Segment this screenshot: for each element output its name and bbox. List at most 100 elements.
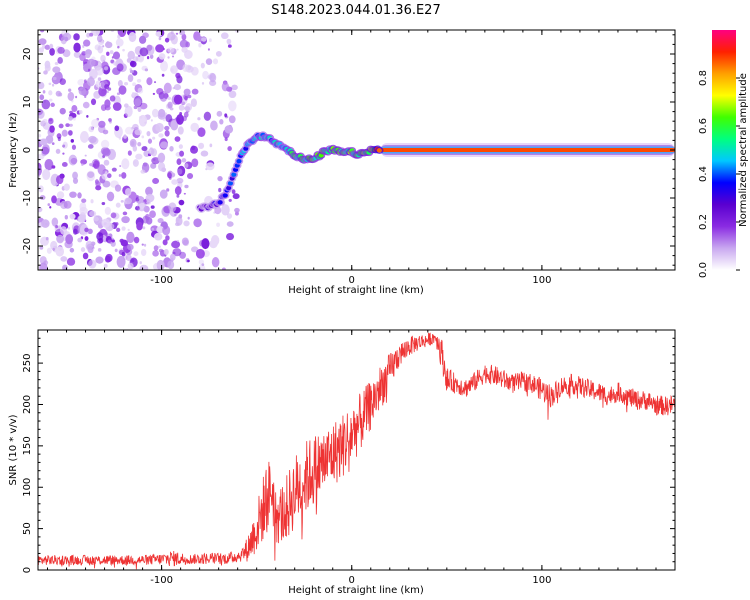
heatmap-noise-blob bbox=[81, 198, 87, 203]
heatmap-noise-blob bbox=[38, 206, 43, 213]
heatmap-noise-blob bbox=[95, 256, 104, 264]
heatmap-noise-blob bbox=[190, 98, 197, 107]
heatmap-noise-blob bbox=[87, 144, 94, 149]
heatmap-noise-blob bbox=[182, 64, 189, 72]
heatmap-noise-blob bbox=[68, 116, 73, 121]
heatmap-noise-blob bbox=[142, 226, 146, 230]
heatmap-noise-blob bbox=[190, 145, 199, 154]
heatmap-noise-blob bbox=[97, 164, 106, 175]
heatmap-noise-blob bbox=[69, 123, 73, 127]
heatmap-noise-blob bbox=[144, 68, 149, 72]
heatmap-noise-blob bbox=[41, 219, 50, 228]
heatmap-noise-blob bbox=[103, 263, 108, 268]
heatmap-noise-blob bbox=[184, 184, 189, 189]
heatmap-noise-blob bbox=[171, 179, 178, 185]
heatmap-noise-blob bbox=[70, 157, 78, 165]
heatmap-noise-blob bbox=[135, 153, 143, 160]
heatmap-noise-blob bbox=[141, 146, 148, 152]
heatmap-noise-blob bbox=[89, 32, 94, 37]
heatmap-noise-blob bbox=[118, 136, 122, 140]
heatmap-noise-blob bbox=[55, 246, 65, 257]
colorbar-tick-label: 0.8 bbox=[698, 70, 709, 86]
heatmap-noise-blob bbox=[151, 157, 160, 165]
heatmap-ridge-band bbox=[380, 148, 675, 152]
colorbar-tick-label: 0.6 bbox=[698, 118, 709, 134]
heatmap-noise-blob bbox=[200, 150, 209, 157]
heatmap-noise-blob bbox=[191, 246, 199, 253]
heatmap-noise-blob bbox=[57, 136, 61, 142]
heatmap-noise-blob bbox=[132, 123, 139, 131]
heatmap-noise-blob bbox=[152, 250, 159, 257]
heatmap-noise-blob bbox=[226, 232, 235, 241]
heatmap-noise-blob bbox=[72, 171, 78, 180]
heatmap-noise-blob bbox=[73, 51, 81, 58]
heatmap-noise-blob bbox=[172, 87, 175, 90]
heatmap-noise-blob bbox=[190, 122, 200, 133]
heatmap-noise-blob bbox=[174, 186, 182, 196]
heatmap-noise-blob bbox=[183, 192, 186, 195]
heatmap-noise-blob bbox=[73, 33, 80, 41]
heatmap-noise-blob bbox=[69, 110, 73, 114]
heatmap-noise-blob bbox=[156, 226, 165, 234]
heatmap-noise-blob bbox=[145, 193, 155, 203]
heatmap-noise-blob bbox=[197, 117, 201, 121]
heatmap-noise-blob bbox=[207, 48, 210, 51]
heatmap-noise-blob bbox=[69, 247, 75, 253]
heatmap-noise-blob bbox=[73, 42, 81, 53]
heatmap-noise-blob bbox=[152, 136, 156, 140]
x-tick-label: -100 bbox=[150, 275, 173, 286]
heatmap-noise-blob bbox=[41, 99, 51, 110]
heatmap-noise-blob bbox=[185, 41, 190, 48]
x-tick-label: 100 bbox=[532, 575, 551, 586]
heatmap-noise-blob bbox=[158, 133, 164, 138]
heatmap-noise-blob bbox=[131, 141, 135, 146]
heatmap-noise-blob bbox=[47, 203, 51, 207]
heatmap-noise-blob bbox=[167, 260, 175, 270]
heatmap-noise-blob bbox=[101, 202, 106, 206]
heatmap-noise-blob bbox=[79, 206, 88, 215]
heatmap-noise-blob bbox=[158, 245, 161, 249]
heatmap-noise-blob bbox=[209, 73, 217, 83]
heatmap-noise-blob bbox=[155, 44, 165, 53]
heatmap-noise-blob bbox=[109, 95, 116, 102]
heatmap-noise-blob bbox=[156, 259, 165, 270]
heatmap-noise-blob bbox=[198, 43, 202, 48]
heatmap-noise-blob bbox=[104, 84, 110, 90]
heatmap-noise-blob bbox=[60, 226, 68, 235]
heatmap-noise-blob bbox=[97, 45, 104, 54]
colorbar-tick-label: 0.0 bbox=[698, 262, 709, 278]
heatmap-noise-blob bbox=[44, 60, 51, 69]
heatmap-noise-blob bbox=[98, 120, 106, 128]
heatmap-noise-blob bbox=[174, 222, 180, 227]
heatmap-noise-blob bbox=[132, 82, 137, 87]
heatmap-noise-blob bbox=[115, 202, 121, 208]
heatmap-noise-blob bbox=[117, 80, 123, 87]
heatmap-noise-blob bbox=[118, 173, 122, 177]
heatmap-noise-blob bbox=[48, 98, 53, 102]
heatmap-noise-blob bbox=[122, 211, 128, 216]
heatmap-noise-blob bbox=[113, 61, 117, 66]
heatmap-noise-blob bbox=[176, 114, 184, 125]
heatmap-noise-blob bbox=[112, 51, 121, 60]
heatmap-noise-blob bbox=[178, 144, 183, 149]
heatmap-noise-blob bbox=[157, 152, 166, 163]
heatmap-noise-blob bbox=[162, 239, 168, 246]
heatmap-noise-blob bbox=[209, 239, 218, 249]
heatmap-noise-blob bbox=[195, 248, 205, 259]
heatmap-noise-blob bbox=[177, 168, 183, 175]
heatmap-noise-blob bbox=[48, 117, 54, 125]
heatmap-noise-blob bbox=[221, 82, 229, 92]
heatmap-noise-blob bbox=[71, 144, 77, 150]
heatmap-noise-blob bbox=[85, 240, 93, 251]
heatmap-noise-blob bbox=[149, 210, 156, 218]
heatmap-noise-blob bbox=[82, 45, 85, 48]
heatmap-noise-blob bbox=[109, 50, 114, 55]
heatmap-noise-blob bbox=[150, 162, 157, 169]
heatmap-noise-blob bbox=[126, 231, 135, 243]
heatmap-ridge-point bbox=[227, 181, 234, 186]
heatmap-noise-blob bbox=[226, 38, 232, 45]
heatmap-noise-blob bbox=[56, 191, 65, 199]
heatmap-noise-blob bbox=[120, 200, 124, 203]
heatmap-noise-blob bbox=[139, 47, 149, 57]
